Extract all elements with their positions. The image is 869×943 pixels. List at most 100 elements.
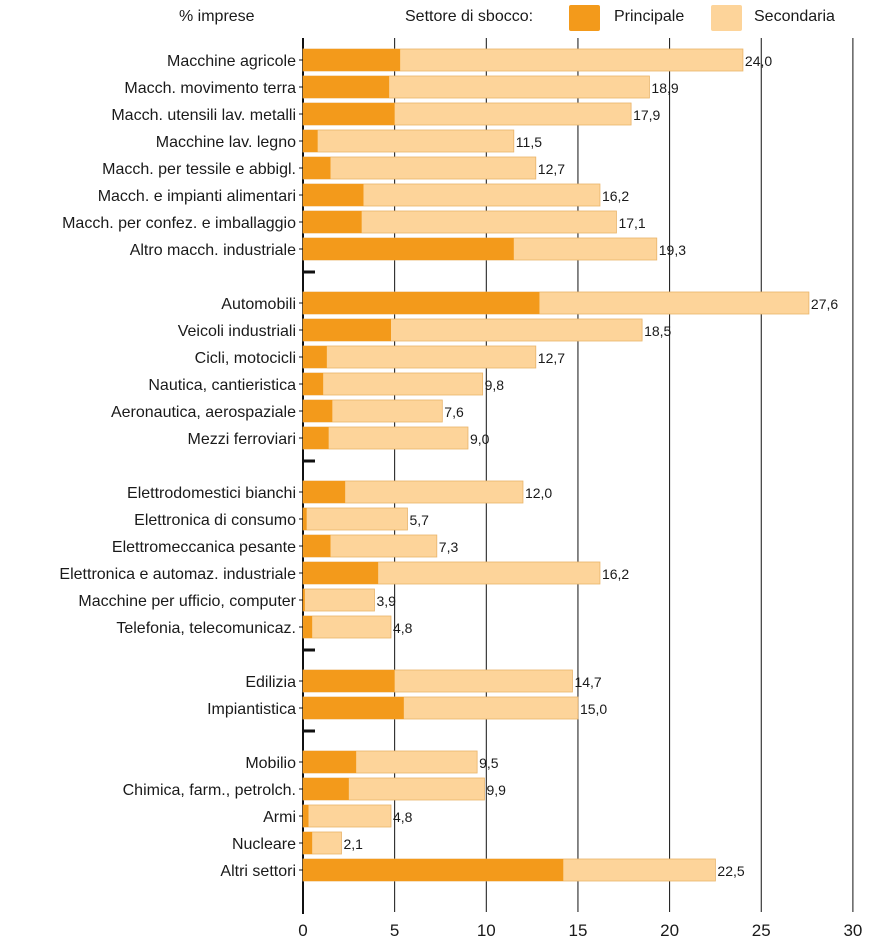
category-label: Macchine per ufficio, computer xyxy=(78,593,296,610)
category-label: Mezzi ferroviari xyxy=(188,431,296,448)
value-label: 3,9 xyxy=(376,593,396,609)
bar-principale xyxy=(303,481,346,503)
x-tick-label-20: 20 xyxy=(660,921,679,940)
value-label: 18,9 xyxy=(651,80,678,96)
value-label: 16,2 xyxy=(602,188,629,204)
legend-label-principale: Principale xyxy=(614,8,685,25)
category-label: Macch. movimento terra xyxy=(124,80,296,97)
bar-principale xyxy=(303,76,390,98)
category-label: Elettrodomestici bianchi xyxy=(127,485,296,502)
category-label: Macch. per tessile e abbigl. xyxy=(102,161,296,178)
axis-title: % imprese xyxy=(179,8,255,25)
category-label: Macch. utensili lav. metalli xyxy=(111,107,296,124)
value-label: 9,5 xyxy=(479,755,499,771)
category-label: Macchine lav. legno xyxy=(156,134,296,151)
category-label: Telefonia, telecomunicaz. xyxy=(116,620,296,637)
value-label: 16,2 xyxy=(602,566,629,582)
bar-principale xyxy=(303,751,357,773)
category-label: Edilizia xyxy=(245,674,296,691)
bar-principale xyxy=(303,805,309,827)
legend-label-secondaria: Secondaria xyxy=(754,8,835,25)
category-label: Mobilio xyxy=(245,755,296,772)
bar-principale xyxy=(303,292,540,314)
value-label: 12,7 xyxy=(538,350,565,366)
value-label: 5,7 xyxy=(409,512,429,528)
bar-principale xyxy=(303,832,313,854)
bar-principale xyxy=(303,103,395,125)
value-label: 12,7 xyxy=(538,161,565,177)
bar-principale xyxy=(303,130,318,152)
category-label: Altri settori xyxy=(220,863,296,880)
category-label: Nucleare xyxy=(232,836,296,853)
bar-secondaria xyxy=(302,372,484,396)
bar-principale xyxy=(303,535,331,557)
value-label: 7,6 xyxy=(444,404,464,420)
bar-principale xyxy=(303,49,401,71)
x-tick-label-30: 30 xyxy=(843,921,862,940)
category-label: Nautica, cantieristica xyxy=(148,377,296,394)
category-label: Elettromeccanica pesante xyxy=(112,539,296,556)
value-label: 12,0 xyxy=(525,485,552,501)
x-tick-label-10: 10 xyxy=(477,921,496,940)
bar-principale xyxy=(303,184,364,206)
bar-principale xyxy=(303,346,327,368)
value-label: 4,8 xyxy=(393,809,413,825)
legend-swatch-principale xyxy=(569,5,600,31)
category-label: Macchine agricole xyxy=(167,53,296,70)
bar-principale xyxy=(303,319,391,341)
bar-principale xyxy=(303,859,564,881)
value-label: 7,3 xyxy=(439,539,459,555)
bar-principale xyxy=(303,373,324,395)
value-label: 22,5 xyxy=(717,863,744,879)
category-label: Altro macch. industriale xyxy=(130,242,296,259)
bar-principale xyxy=(303,697,404,719)
bar-principale xyxy=(303,211,362,233)
x-tick-label-15: 15 xyxy=(568,921,587,940)
x-tick-label-25: 25 xyxy=(752,921,771,940)
bar-secondaria xyxy=(302,588,375,612)
category-label: Macch. per confez. e imballaggio xyxy=(62,215,296,232)
x-tick-label-0: 0 xyxy=(298,921,307,940)
category-label: Elettronica di consumo xyxy=(134,512,296,529)
bar-principale xyxy=(303,670,395,692)
bar-principale xyxy=(303,562,379,584)
legend-title: Settore di sbocco: xyxy=(405,8,534,25)
bar-secondaria xyxy=(302,156,537,180)
value-label: 2,1 xyxy=(343,836,363,852)
category-label: Veicoli industriali xyxy=(178,323,296,340)
value-label: 15,0 xyxy=(580,701,607,717)
bar-secondaria xyxy=(302,615,392,639)
value-label: 17,1 xyxy=(618,215,645,231)
value-label: 11,5 xyxy=(516,134,542,150)
value-label: 9,0 xyxy=(470,431,490,447)
value-label: 9,9 xyxy=(486,782,506,798)
value-label: 4,8 xyxy=(393,620,413,636)
category-label: Automobili xyxy=(221,296,296,313)
category-label: Macch. e impianti alimentari xyxy=(98,188,296,205)
bar-principale xyxy=(303,616,313,638)
legend-swatch-secondaria xyxy=(711,5,742,31)
bar-secondaria xyxy=(302,507,408,531)
value-label: 19,3 xyxy=(659,242,686,258)
bar-principale xyxy=(303,157,331,179)
category-label: Impiantistica xyxy=(207,701,296,718)
bar-principale xyxy=(303,778,349,800)
bar-secondaria xyxy=(302,345,537,369)
bar-principale xyxy=(303,238,514,260)
bar-secondaria xyxy=(302,129,515,153)
value-label: 17,9 xyxy=(633,107,660,123)
bar-principale xyxy=(303,589,305,611)
category-label: Armi xyxy=(263,809,296,826)
category-label: Cicli, motocicli xyxy=(195,350,296,367)
bar-principale xyxy=(303,508,307,530)
value-label: 14,7 xyxy=(574,674,601,690)
value-label: 9,8 xyxy=(485,377,505,393)
value-label: 18,5 xyxy=(644,323,671,339)
bar-principale xyxy=(303,400,333,422)
bar-principale xyxy=(303,427,329,449)
category-label: Chimica, farm., petrolch. xyxy=(123,782,296,799)
value-label: 27,6 xyxy=(811,296,838,312)
x-tick-label-5: 5 xyxy=(390,921,399,940)
bar-secondaria xyxy=(302,804,392,828)
